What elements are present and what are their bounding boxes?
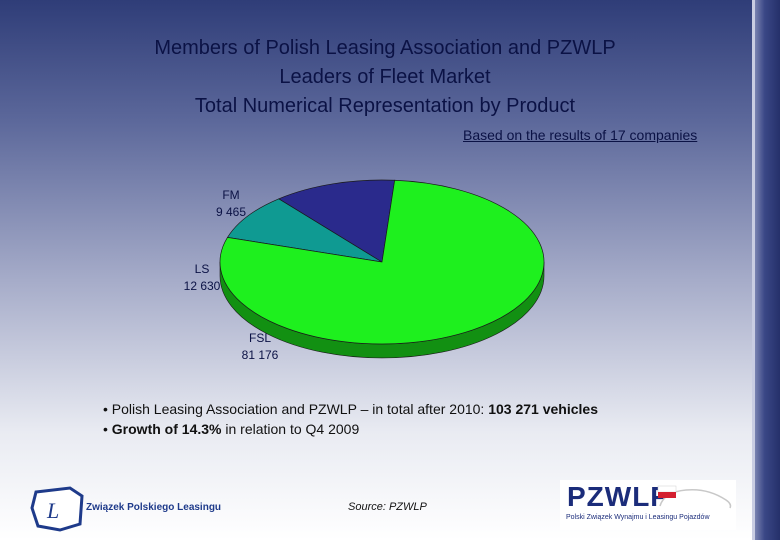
bullet-growth-text: in relation to Q4 2009 bbox=[221, 421, 360, 437]
chart-title: Members of Polish Leasing Association an… bbox=[40, 34, 730, 121]
bullet-growth: • Growth of 14.3% in relation to Q4 2009 bbox=[103, 419, 598, 439]
pie-value-ls: 12 630 bbox=[184, 279, 221, 293]
bullet-total: • Polish Leasing Association and PZWLP –… bbox=[103, 399, 598, 419]
source-note: Source: PZWLP bbox=[348, 501, 427, 513]
pie-slice-ls bbox=[278, 179, 396, 263]
pzwlp-logo bbox=[560, 480, 736, 530]
car-outline-icon bbox=[657, 485, 732, 509]
pie-label-ls: LS bbox=[195, 262, 210, 276]
pie-label-fm: FM bbox=[222, 188, 239, 202]
zpl-logo-text: Związek Polskiego Leasingu bbox=[86, 502, 222, 513]
bullet-growth-marker: • bbox=[103, 421, 112, 437]
companies-note: Based on the results of 17 companies bbox=[463, 127, 698, 143]
summary-bullets: • Polish Leasing Association and PZWLP –… bbox=[103, 399, 598, 439]
pie-slice-fm bbox=[226, 198, 383, 263]
bullet-total-text: • Polish Leasing Association and PZWLP –… bbox=[103, 401, 489, 417]
bullet-total-value: 103 271 vehicles bbox=[488, 401, 598, 417]
pie-value-fm: 9 465 bbox=[216, 205, 246, 219]
title-line-2: Leaders of Fleet Market bbox=[279, 66, 491, 88]
right-edge-strip bbox=[752, 0, 780, 540]
pie-value-fsl: 81 176 bbox=[242, 348, 279, 362]
bullet-growth-value: Growth of 14.3% bbox=[111, 421, 222, 437]
title-line-1: Members of Polish Leasing Association an… bbox=[154, 37, 616, 59]
zpl-logo: L bbox=[30, 486, 84, 532]
pzwlp-logo-subtitle: Polski Związek Wynajmu i Leasingu Pojazd… bbox=[566, 514, 710, 521]
svg-text:L: L bbox=[46, 498, 59, 523]
pzwlp-logo-mark: PZWLP bbox=[567, 481, 670, 512]
pie-label-fsl: FSL bbox=[249, 331, 271, 345]
pie-slice-fsl bbox=[219, 179, 545, 345]
title-line-3: Total Numerical Representation by Produc… bbox=[194, 95, 576, 117]
